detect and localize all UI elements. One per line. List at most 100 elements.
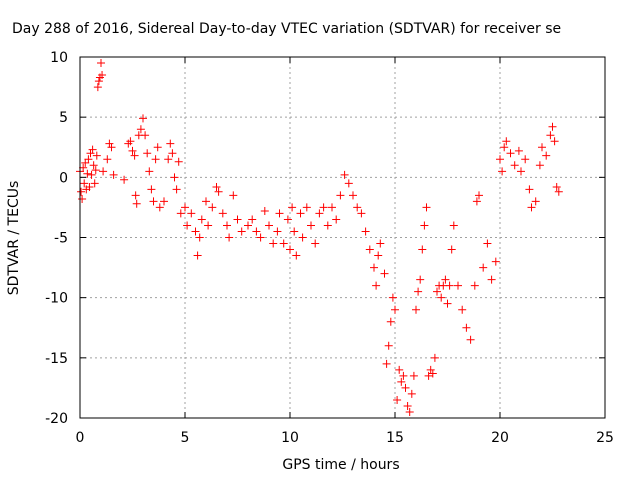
data-point-marker — [384, 341, 393, 350]
data-point-marker — [143, 149, 152, 158]
data-point-marker — [531, 197, 540, 206]
data-point-marker — [164, 155, 173, 164]
data-point-marker — [202, 197, 210, 206]
data-point-marker — [208, 203, 217, 212]
x-tick-label: 5 — [181, 430, 190, 446]
data-point-marker — [269, 239, 278, 248]
data-point-marker — [103, 155, 112, 164]
data-point-marker — [93, 83, 102, 92]
data-point-marker — [302, 203, 311, 212]
x-tick-label: 15 — [386, 430, 404, 446]
data-point-marker — [443, 299, 452, 308]
data-point-marker — [462, 323, 471, 332]
data-point-marker — [109, 170, 118, 179]
data-point-marker — [265, 221, 273, 230]
data-point-marker — [372, 281, 381, 290]
data-point-marker — [94, 77, 103, 86]
data-point-marker — [479, 263, 488, 272]
data-point-marker — [88, 145, 97, 154]
data-point-marker — [286, 245, 294, 254]
data-point-marker — [554, 187, 563, 196]
data-point-marker — [85, 182, 94, 191]
data-point-marker — [500, 143, 509, 152]
data-point-marker — [218, 209, 227, 218]
data-point-marker — [225, 233, 234, 242]
data-point-marker — [176, 209, 185, 218]
data-point-marker — [517, 167, 525, 176]
y-axis-label: SDTVAR / TECUs — [6, 180, 22, 296]
data-point-marker — [166, 139, 175, 148]
data-point-marker — [430, 353, 439, 362]
data-point-marker — [275, 209, 284, 218]
data-point-marker — [204, 221, 213, 230]
data-point-marker — [441, 275, 450, 284]
data-point-marker — [502, 137, 511, 146]
data-point-marker — [195, 233, 204, 242]
x-tick-label: 25 — [596, 430, 614, 446]
data-point-marker — [296, 209, 305, 218]
data-point-marker — [98, 71, 107, 80]
data-point-marker — [191, 227, 200, 236]
y-tick-label: -10 — [45, 291, 68, 307]
data-point-marker — [323, 221, 332, 230]
y-tick-label: 5 — [59, 110, 68, 126]
data-point-marker — [365, 245, 374, 254]
data-point-marker — [535, 161, 544, 170]
data-point-marker — [273, 227, 282, 236]
data-point-marker — [487, 275, 496, 284]
data-point-marker — [418, 245, 427, 254]
data-point-marker — [315, 209, 324, 218]
data-point-marker — [292, 251, 301, 260]
data-point-marker — [237, 227, 246, 236]
data-point-marker — [422, 203, 431, 212]
data-point-marker — [90, 179, 99, 188]
data-point-marker — [174, 157, 183, 166]
data-point-marker — [542, 151, 551, 160]
data-point-marker — [386, 317, 395, 326]
data-point-marker — [433, 287, 441, 296]
data-point-marker — [514, 146, 523, 155]
data-point-marker — [475, 191, 483, 200]
data-point-marker — [248, 215, 257, 224]
data-point-marker — [78, 194, 87, 203]
data-point-marker — [449, 221, 458, 230]
data-point-marker — [357, 209, 366, 218]
data-point-marker — [407, 389, 416, 398]
data-point-marker — [332, 215, 341, 224]
axis-ticks: 0 5 10 15 20 25 -20 -15 -10 -5 0 5 10 — [45, 50, 614, 446]
y-tick-label: 0 — [59, 170, 68, 186]
data-point-marker — [424, 371, 433, 380]
data-point-marker — [428, 369, 437, 378]
data-point-marker — [491, 257, 500, 266]
data-point-marker — [155, 203, 164, 212]
data-point-marker — [91, 166, 100, 175]
data-point-marker — [550, 137, 559, 146]
chart-title: Day 288 of 2016, Sidereal Day-to-day VTE… — [12, 21, 562, 37]
data-point-marker — [126, 137, 135, 146]
data-point-marker — [344, 179, 353, 188]
data-point-marker — [80, 179, 89, 188]
data-point-marker — [105, 139, 114, 148]
data-point-marker — [527, 203, 536, 212]
data-point-marker — [181, 203, 189, 212]
data-point-marker — [197, 215, 206, 224]
data-point-marker — [92, 151, 101, 160]
data-point-marker — [288, 203, 297, 212]
data-point-marker — [426, 365, 435, 374]
data-point-marker — [311, 239, 320, 248]
data-point-marker — [252, 227, 261, 236]
data-point-marker — [283, 215, 292, 224]
data-point-marker — [244, 221, 252, 230]
data-point-marker — [149, 197, 158, 206]
data-point-marker — [403, 401, 412, 410]
data-point-marker — [84, 155, 93, 164]
data-point-marker — [458, 305, 467, 314]
data-point-marker — [525, 185, 534, 194]
data-point-marker — [546, 131, 555, 140]
data-point-marker — [145, 167, 154, 176]
data-point-marker — [260, 207, 269, 216]
data-point-marker — [77, 187, 86, 196]
data-point-marker — [256, 233, 265, 242]
data-point-marker — [506, 149, 515, 158]
